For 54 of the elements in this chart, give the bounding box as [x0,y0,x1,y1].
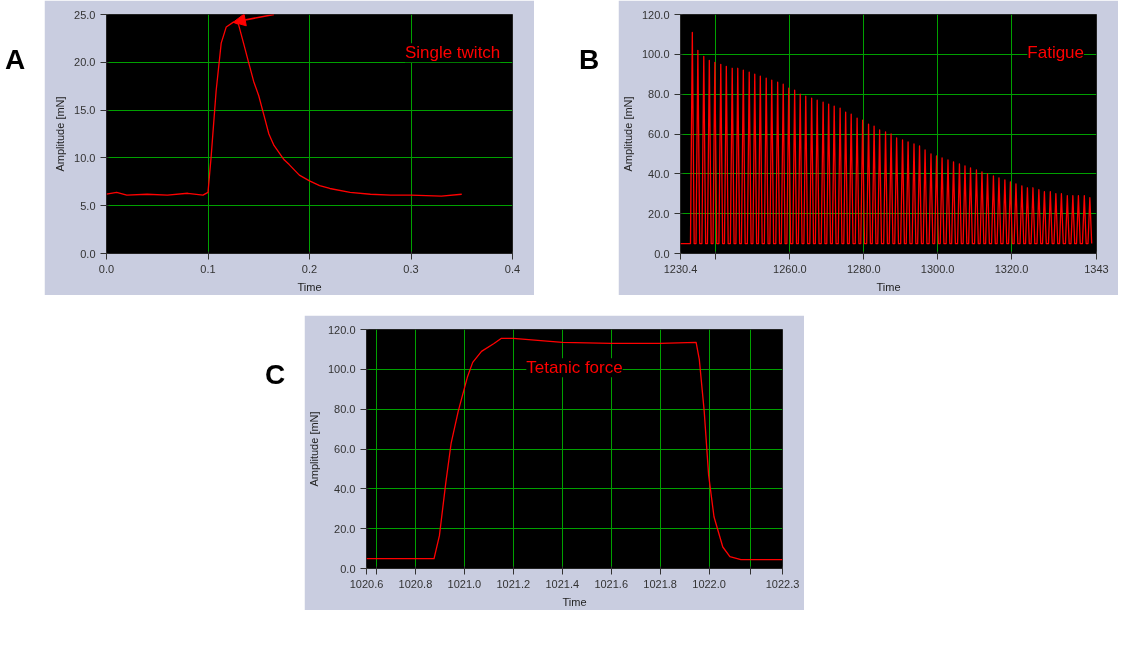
x-axis-title: Time [562,595,587,608]
x-tick-label: 1320.0 [994,262,1029,275]
y-tick-label: 15.0 [74,104,96,117]
x-tick-label: 0.4 [504,262,521,275]
x-axis-title: Time [297,280,322,293]
x-tick-label: 1021.8 [643,577,677,590]
x-tick-label: 0.3 [403,262,419,275]
text: A [5,43,26,77]
y-tick-label: 10.0 [74,151,96,164]
x-tick-label: 1022.0 [692,577,726,590]
y-tick-label: 120.0 [641,8,670,21]
y-tick-label: 100.0 [641,48,670,61]
x-tick-label: 1022.3 [765,577,800,590]
annotation: Fatigue [1027,43,1085,63]
x-tick-label: 1021.2 [496,577,531,590]
y-tick-label: 80.0 [334,403,356,416]
y-axis-title: Amplitude [mN] [54,96,67,172]
line-series [680,31,1093,245]
y-tick-label: 25.0 [74,8,96,21]
y-tick-label: 80.0 [648,88,670,101]
y-tick-label: 120.0 [327,323,356,336]
y-tick-label: 20.0 [334,522,356,535]
x-tick-label: 1020.8 [398,577,433,590]
x-tick-label: 1021.6 [594,577,629,590]
annotation: Tetanic force [526,358,623,378]
y-tick-label: 60.0 [648,128,670,140]
y-tick-label: 40.0 [334,482,356,495]
y-tick-label: 20.0 [74,56,96,69]
line-series [366,337,783,561]
x-tick-label: 1280.0 [846,262,881,275]
y-tick-label: 0.0 [340,562,356,575]
y-axis-title: Amplitude [mN] [307,411,320,487]
y-tick-label: 5.0 [80,199,96,212]
x-tick-label: 0.0 [98,262,115,275]
y-tick-label: 40.0 [648,167,670,180]
text: C [265,358,286,392]
x-tick-label: 1260.0 [773,262,807,275]
x-axis-title: Time [876,280,901,293]
x-tick-label: 0.1 [200,262,216,275]
annotation: Single twitch [404,43,501,63]
text: B [579,43,600,77]
y-tick-label: 0.0 [80,247,96,260]
y-tick-label: 60.0 [334,443,356,455]
x-tick-label: 0.2 [301,262,318,275]
x-tick-label: 1230.4 [663,262,698,275]
y-tick-label: 100.0 [327,363,356,376]
y-axis-title: Amplitude [mN] [621,96,634,172]
x-tick-label: 1300.0 [920,262,955,275]
x-tick-label: 1020.6 [349,577,384,590]
x-tick-label: 1021.4 [545,577,580,590]
y-tick-label: 0.0 [654,247,670,260]
y-tick-label: 20.0 [648,207,670,220]
x-tick-label: 1021.0 [447,577,482,590]
x-tick-label: 1343 [1084,262,1109,275]
